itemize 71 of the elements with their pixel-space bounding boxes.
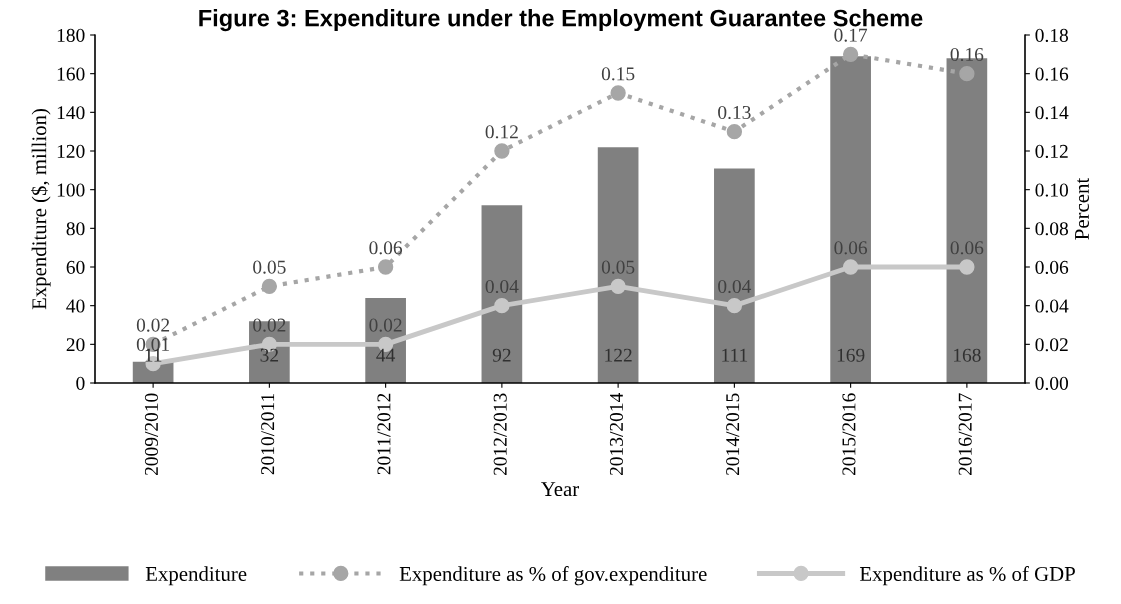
point	[959, 259, 975, 275]
y2-tick-label: 0.02	[1035, 338, 1068, 352]
y-tick-label: 160	[57, 67, 85, 81]
point	[959, 66, 975, 82]
bar	[830, 56, 871, 383]
y2-tick-label: 0.16	[1035, 67, 1069, 81]
y-tick-label: 60	[66, 260, 85, 274]
x-tick-label: 2014/2015	[726, 393, 740, 476]
point	[610, 278, 626, 294]
x-tick-label: 2016/2017	[958, 393, 972, 476]
y-tick-label: 20	[66, 338, 85, 352]
legend-label: Expenditure	[145, 566, 247, 586]
y-tick-label: 180	[57, 28, 85, 42]
data-label: 0.12	[485, 125, 518, 139]
y2-tick-label: 0.14	[1035, 106, 1069, 120]
data-label: 0.05	[253, 260, 286, 274]
y-tick-label: 40	[66, 299, 85, 313]
data-label: 0.02	[369, 318, 402, 332]
y-tick-label: 120	[57, 144, 85, 158]
y2-tick-label: 0.08	[1035, 222, 1069, 236]
x-tick-label: 2010/2011	[261, 393, 275, 475]
data-label: 122	[605, 348, 632, 362]
x-axis-title: Year	[541, 482, 580, 497]
point	[261, 278, 278, 294]
x-tick-label: 2015/2016	[842, 393, 856, 476]
data-label: 0.06	[950, 241, 984, 255]
data-label: 32	[260, 348, 279, 362]
y2-tick-label: 0.00	[1035, 376, 1069, 391]
data-label: 44	[376, 348, 396, 362]
data-label: 0.02	[136, 318, 170, 332]
data-label: 0.06	[834, 241, 868, 255]
x-tick-label: 2011/2012	[377, 393, 391, 475]
point	[726, 124, 743, 140]
data-label: 0.16	[950, 47, 984, 62]
point	[377, 259, 394, 275]
bar	[597, 147, 639, 383]
data-label: 0.15	[601, 67, 635, 81]
point	[610, 85, 626, 101]
data-label: 0.02	[253, 318, 286, 332]
point	[842, 259, 859, 275]
y2-tick-label: 0.12	[1035, 144, 1068, 159]
point	[494, 298, 510, 314]
y-tick-label: 80	[66, 222, 85, 236]
data-label: 169	[837, 348, 865, 362]
data-label: 111	[722, 348, 748, 362]
data-label: 0.05	[601, 260, 635, 274]
y-tick-label: 0	[76, 376, 85, 390]
legend-label: Expenditure as % of GDP	[859, 566, 1075, 586]
x-tick-label: 2013/2014	[609, 393, 623, 476]
point	[842, 46, 859, 62]
y2-tick-label: 0.10	[1035, 183, 1069, 197]
data-label: 168	[954, 348, 981, 362]
y-tick-label: 140	[57, 106, 85, 120]
y-tick-label: 100	[57, 183, 85, 197]
y2-tick-label: 0.18	[1035, 28, 1069, 43]
data-label: 0.06	[369, 241, 403, 255]
y-axis-title: Expenditure ($, million)	[31, 108, 51, 310]
bar	[714, 168, 755, 383]
data-label: 0.04	[718, 279, 752, 294]
y2-tick-label: 0.06	[1035, 260, 1069, 275]
x-tick-label: 2012/2013	[493, 393, 507, 476]
y2-axis-title: Percent	[1075, 177, 1089, 240]
data-label: 0.13	[718, 105, 751, 120]
data-label: 92	[492, 348, 511, 362]
bar	[481, 205, 523, 383]
point	[726, 298, 743, 314]
point	[494, 143, 510, 159]
y2-tick-label: 0.04	[1035, 299, 1069, 313]
legend-label: Expenditure as % of gov.expenditure	[399, 566, 707, 586]
data-label: 0.04	[485, 279, 519, 294]
x-tick-label: 2009/2010	[144, 393, 158, 476]
